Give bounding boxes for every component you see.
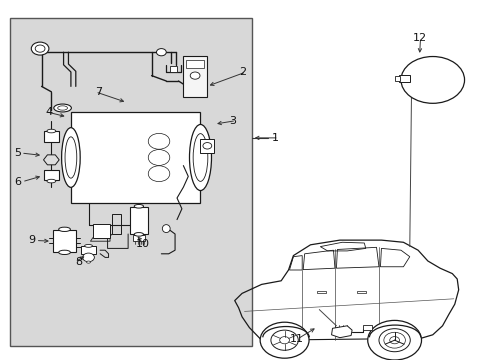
Polygon shape [43, 155, 59, 165]
Bar [112, 214, 121, 234]
Bar [133, 235, 144, 241]
Ellipse shape [59, 227, 70, 231]
Text: 5: 5 [14, 148, 20, 158]
Bar [53, 230, 76, 252]
Bar [398, 75, 409, 82]
Ellipse shape [162, 225, 170, 233]
Circle shape [270, 330, 298, 350]
Ellipse shape [54, 104, 71, 112]
Text: 7: 7 [95, 87, 102, 97]
Bar [129, 207, 148, 234]
Ellipse shape [59, 250, 70, 255]
Bar [93, 224, 110, 238]
Bar [10, 18, 251, 346]
Bar [200, 139, 214, 153]
Circle shape [279, 337, 289, 344]
Ellipse shape [47, 179, 56, 183]
Ellipse shape [61, 128, 80, 187]
Ellipse shape [47, 129, 56, 133]
Bar [183, 56, 206, 97]
Circle shape [367, 320, 421, 360]
Text: 2: 2 [238, 67, 245, 77]
Circle shape [190, 72, 200, 79]
Bar [356, 291, 365, 293]
Bar [185, 60, 204, 68]
Circle shape [82, 253, 94, 262]
Bar [44, 131, 59, 142]
Circle shape [260, 322, 308, 358]
Bar [81, 246, 96, 254]
Bar [394, 76, 399, 81]
Text: 4: 4 [45, 107, 53, 117]
Ellipse shape [86, 261, 90, 263]
Ellipse shape [84, 244, 92, 247]
Ellipse shape [134, 233, 143, 236]
Bar [44, 170, 59, 180]
Circle shape [378, 329, 409, 352]
Text: 6: 6 [15, 177, 21, 187]
Text: 11: 11 [289, 334, 304, 344]
Text: 9: 9 [28, 235, 36, 246]
Circle shape [389, 337, 399, 344]
Ellipse shape [193, 134, 207, 181]
Text: 1: 1 [271, 133, 278, 143]
Text: 12: 12 [412, 33, 427, 43]
Text: 3: 3 [228, 116, 235, 126]
Bar [362, 325, 371, 330]
Circle shape [203, 143, 211, 149]
Bar [71, 112, 200, 203]
Ellipse shape [65, 137, 77, 178]
Text: 8: 8 [75, 257, 82, 267]
Circle shape [400, 57, 464, 103]
Bar [170, 66, 177, 72]
Text: 10: 10 [136, 239, 150, 249]
Circle shape [31, 42, 49, 55]
Ellipse shape [134, 204, 143, 208]
Circle shape [156, 49, 166, 56]
Polygon shape [331, 326, 351, 338]
Ellipse shape [189, 125, 211, 190]
Bar [316, 291, 325, 293]
